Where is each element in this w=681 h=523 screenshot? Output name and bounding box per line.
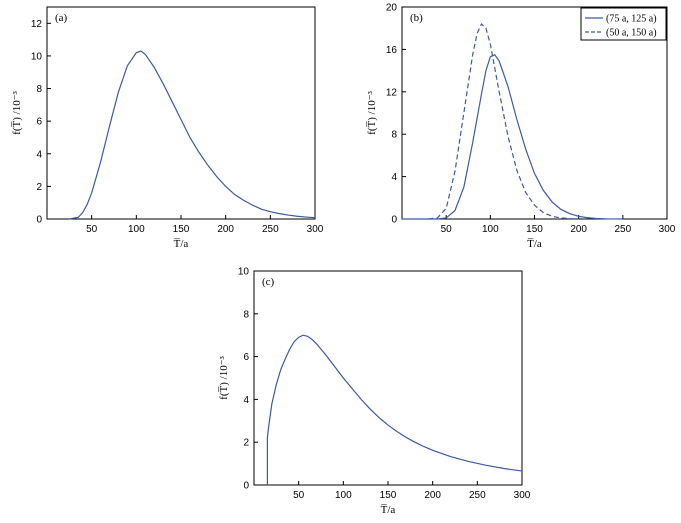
panel-label: (b) [410,12,423,24]
legend-label: (75 a, 125 a) [606,14,657,25]
y-tick-label: 4 [243,395,249,406]
x-tick-label: 50 [441,224,453,235]
y-tick-label: 10 [238,267,250,278]
panel-label: (a) [55,12,68,24]
x-axis-title: T̅/a [527,238,542,250]
x-tick-label: 250 [262,224,279,235]
y-tick-label: 2 [243,438,249,449]
x-tick-label: 100 [335,490,352,501]
x-axis-title: T̅/a [174,238,189,250]
x-tick-label: 300 [514,490,531,501]
y-tick-label: 4 [391,172,397,183]
y-tick-label: 8 [243,309,249,320]
x-tick-label: 300 [307,224,324,235]
y-tick-label: 10 [31,51,43,62]
y-tick-label: 2 [36,182,42,193]
legend-label: (50 a, 150 a) [606,28,657,39]
series-line-0 [69,50,316,220]
y-tick-label: 0 [36,215,42,226]
plot-frame [46,6,316,220]
x-tick-label: 150 [380,490,397,501]
y-tick-label: 6 [36,117,42,128]
y-tick-label: 12 [31,19,43,30]
x-tick-label: 100 [482,224,499,235]
y-tick-label: 20 [386,3,398,14]
y-tick-label: 6 [243,352,249,363]
x-tick-label: 250 [614,224,631,235]
x-axis-title: T̅/a [381,504,396,516]
x-tick-label: 50 [293,490,305,501]
x-tick-label: 200 [570,224,587,235]
legend-box [580,7,667,41]
y-axis-title: f(T̅) /10⁻³ [366,90,378,134]
x-tick-label: 300 [659,224,676,235]
series-line-0 [266,334,523,485]
y-tick-label: 12 [386,87,398,98]
x-tick-label: 50 [86,224,98,235]
chart-panel-a: 50 100 150 200 250 300 0 2 4 6 8 10 12 (a) T̅/a f(T̅) /… [11,6,324,250]
chart-panel-c: 50 100 150 200 250 300 0 2 4 6 8 10 (c) T̅/a f(T̅) /10… [218,267,531,517]
y-tick-label: 4 [36,149,42,160]
y-tick-label: 0 [243,481,249,492]
y-tick-label: 8 [36,84,42,95]
x-tick-label: 200 [424,490,441,501]
y-axis-title: f(T̅) /10⁻³ [218,355,230,399]
x-tick-label: 200 [217,224,234,235]
x-tick-label: 100 [128,224,145,235]
y-tick-label: 8 [391,130,397,141]
series-line-50-a-150-a [428,22,579,220]
x-tick-label: 150 [526,224,543,235]
x-tick-label: 150 [173,224,190,235]
y-tick-label: 0 [391,215,397,226]
legend: (75 a, 125 a) (50 a, 150 a) [580,7,667,41]
chart-panel-b: 50 100 150 200 250 300 0 4 8 12 16 20 (b) T̅/a f(T̅) /… [366,3,676,251]
panel-label: (c) [262,276,275,288]
series-line-75-a-125-a [402,53,623,220]
y-axis-title: f(T̅) /10⁻³ [11,90,23,134]
y-tick-label: 16 [386,45,398,56]
plot-frame [253,270,523,486]
x-tick-label: 250 [469,490,486,501]
